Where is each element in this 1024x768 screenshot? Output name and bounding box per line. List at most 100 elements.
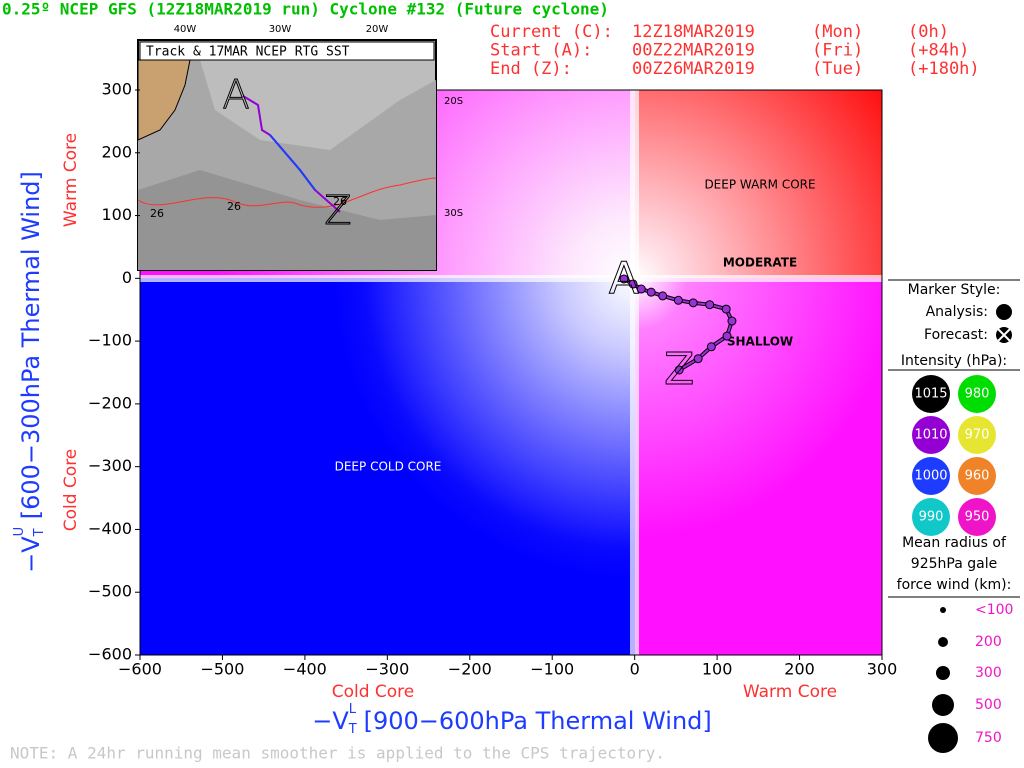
y-tick-label: 300 bbox=[101, 80, 132, 99]
run-info-text: (+180h) bbox=[908, 59, 980, 79]
x-tick-label: −300 bbox=[365, 660, 409, 679]
y-axis-label-sup: U bbox=[12, 527, 27, 537]
start-label: A bbox=[609, 253, 639, 304]
axis-band bbox=[630, 90, 639, 655]
inset-start-label: A bbox=[222, 72, 249, 118]
track-point bbox=[619, 274, 629, 284]
region-label: SHALLOW bbox=[727, 335, 793, 349]
x-axis-label-sup: L bbox=[349, 702, 357, 717]
intensity-swatch bbox=[958, 498, 996, 536]
legend-title: Marker Style: bbox=[908, 282, 1001, 298]
track-point bbox=[727, 316, 737, 326]
run-info-text: (Fri) bbox=[812, 41, 863, 61]
track-point bbox=[646, 287, 656, 297]
radius-label: 500 bbox=[975, 697, 1002, 713]
plot-frame bbox=[139, 89, 883, 656]
track-point bbox=[674, 365, 684, 375]
lon-label: 20W bbox=[366, 24, 389, 35]
track-point bbox=[636, 284, 646, 294]
region-label: DEEP COLD CORE bbox=[335, 460, 442, 474]
x-side-label: Cold Core bbox=[332, 682, 415, 702]
intensity-label: 990 bbox=[919, 510, 944, 525]
run-info: Current (C): 12Z18MAR2019 (Mon) (0h) Start (… bbox=[490, 22, 980, 79]
legend: Marker Style: Analysis: Forecast: Intensity… bbox=[888, 279, 1020, 753]
region-label: MODERATE bbox=[723, 256, 797, 270]
run-info-text: (+84h) bbox=[908, 41, 969, 61]
legend-marker bbox=[996, 304, 1012, 320]
axis-band bbox=[140, 275, 882, 282]
radius-swatch bbox=[932, 694, 954, 716]
quadrant bbox=[635, 90, 882, 278]
lat-label: 30S bbox=[444, 208, 463, 219]
footnote: NOTE: A 24hr running mean smoother is ap… bbox=[10, 744, 665, 763]
legend-text: Analysis: bbox=[926, 304, 988, 320]
radius-label: 300 bbox=[975, 665, 1002, 681]
region-label: DEEP WARM CORE bbox=[704, 178, 815, 192]
x-tick-label: −200 bbox=[448, 660, 492, 679]
quadrant bbox=[140, 278, 635, 655]
intensity-label: 1015 bbox=[914, 387, 947, 402]
radius-label: 200 bbox=[975, 634, 1002, 650]
run-info-text: (0h) bbox=[908, 22, 949, 42]
radius-label: 750 bbox=[975, 730, 1002, 746]
x-axis-label: −VTL [900−600hPa Thermal Wind] bbox=[312, 702, 712, 737]
intensity-swatch bbox=[958, 416, 996, 454]
x-axis-label-part: −V bbox=[312, 707, 349, 735]
run-info-text: 12Z18MAR2019 bbox=[632, 22, 755, 42]
run-info-text: (Tue) bbox=[812, 59, 863, 79]
intensity-swatch bbox=[912, 416, 950, 454]
sea-shade bbox=[138, 170, 436, 270]
y-side-label: Warm Core bbox=[61, 133, 81, 227]
y-tick-label: −400 bbox=[88, 519, 132, 538]
lon-label: 40W bbox=[174, 24, 197, 35]
intensity-swatch bbox=[958, 375, 996, 413]
x-tick-label: 0 bbox=[630, 660, 640, 679]
x-tick-label: −100 bbox=[530, 660, 574, 679]
radius-label: <100 bbox=[975, 602, 1013, 618]
intensity-swatch bbox=[958, 457, 996, 495]
legend-title: Intensity (hPa): bbox=[901, 353, 1007, 369]
sst-label: 26 bbox=[333, 195, 347, 208]
run-info-text: End (Z): bbox=[490, 59, 572, 79]
track-point bbox=[722, 331, 732, 341]
sst-label: 26 bbox=[227, 200, 241, 213]
intensity-label: 960 bbox=[965, 469, 990, 484]
inset-title: Track & 17MAR NCEP RTG SST bbox=[146, 45, 350, 60]
track-point bbox=[693, 354, 703, 364]
run-info-text: 00Z22MAR2019 bbox=[632, 41, 755, 61]
run-info-text: Start (A): bbox=[490, 41, 592, 61]
legend-marker-x bbox=[997, 328, 1011, 342]
run-info-text: 00Z26MAR2019 bbox=[632, 59, 755, 79]
x-side-label: Warm Core bbox=[743, 682, 837, 702]
radius-swatch bbox=[928, 723, 958, 753]
plot-background bbox=[139, 89, 883, 656]
x-axis-label-sub: T bbox=[348, 722, 357, 737]
track-point bbox=[706, 342, 716, 352]
x-tick-label: 300 bbox=[867, 660, 898, 679]
y-axis-label: −VTU [600−300hPa Thermal Wind] bbox=[12, 171, 47, 573]
lon-label: 30W bbox=[269, 24, 292, 35]
intensity-swatch bbox=[912, 498, 950, 536]
y-tick-label: 100 bbox=[101, 205, 132, 224]
radius-swatch bbox=[940, 607, 946, 613]
run-info-text: Current (C): bbox=[490, 22, 613, 42]
x-tick-label: 200 bbox=[784, 660, 815, 679]
y-tick-label: 0 bbox=[122, 268, 132, 287]
radius-swatch bbox=[938, 637, 948, 647]
intensity-label: 1000 bbox=[914, 469, 947, 484]
track-point bbox=[688, 298, 698, 308]
x-tick-label: −500 bbox=[200, 660, 244, 679]
x-tick-label: 100 bbox=[702, 660, 733, 679]
sst-label: 26 bbox=[150, 207, 164, 220]
track-point bbox=[705, 300, 715, 310]
inset-track bbox=[269, 134, 316, 191]
run-info-text: (Mon) bbox=[812, 22, 863, 42]
y-tick-label: 200 bbox=[101, 142, 132, 161]
x-tick-label: −600 bbox=[118, 660, 162, 679]
lat-label: 20S bbox=[444, 96, 463, 107]
end-label: Z bbox=[664, 344, 694, 395]
track-point bbox=[628, 279, 638, 289]
legend-title: Mean radius of bbox=[902, 535, 1007, 551]
